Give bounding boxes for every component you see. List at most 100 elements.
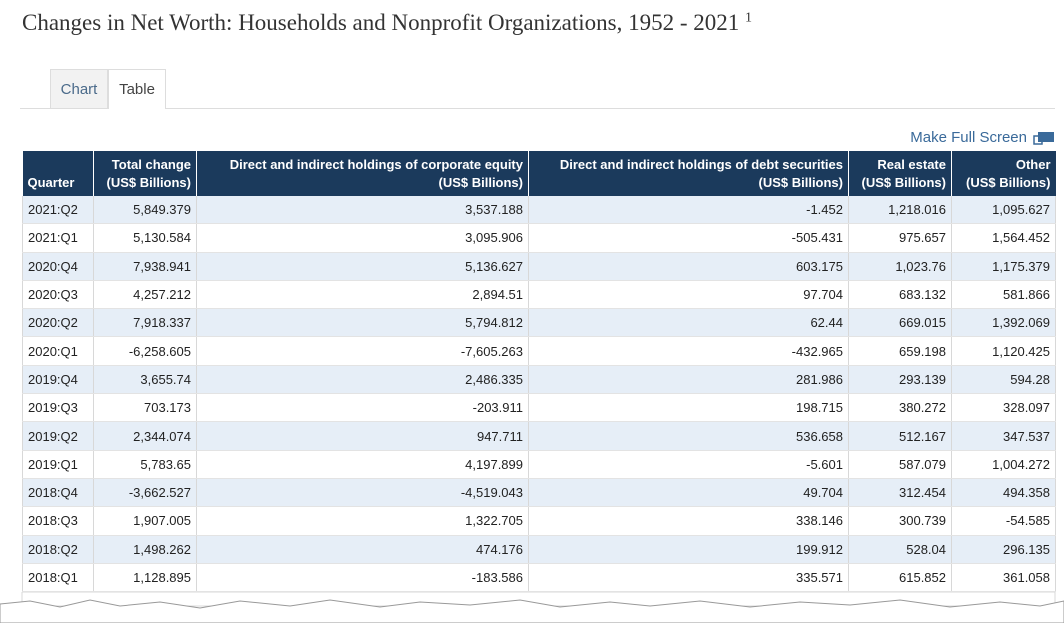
table-cell: 2,486.335 [196, 365, 529, 395]
table-cell: -6,258.605 [93, 336, 197, 366]
table-cell: 2018:Q1 [22, 563, 94, 593]
column-unit: (US$ Billions) [965, 175, 1051, 190]
table-cell: 3,095.906 [196, 223, 529, 253]
table-cell: 2020:Q3 [22, 280, 94, 310]
table-cell: 1,392.069 [951, 308, 1056, 338]
table-cell: 62.44 [528, 308, 849, 338]
table-cell: 1,907.005 [93, 506, 197, 536]
column-label: Total change [111, 157, 191, 172]
column-unit: (US$ Billions) [438, 175, 523, 190]
table-cell: 338.146 [528, 506, 849, 536]
table-cell: 1,175.379 [951, 252, 1056, 281]
column-header: Total change (US$ Billions) [93, 151, 197, 196]
full-screen-text[interactable]: Make Full Screen [910, 129, 1027, 146]
table-cell: 199.912 [528, 535, 849, 564]
table-row: 2018:Q3 1,907.005 1,322.705 338.146 300.739-… [22, 506, 1056, 536]
table-row: 2019:Q2 2,344.074 947.711 536.658 512.167 347… [22, 421, 1056, 451]
title-text: Changes in Net Worth: Households and Non… [22, 10, 740, 35]
table-row: 2020:Q3 4,257.212 2,894.51 97.704 683.132 581… [22, 280, 1056, 310]
table-cell: -1.452 [528, 196, 849, 225]
table-cell: 1,564.452 [951, 223, 1056, 253]
column-label: Direct and indirect holdings of debt sec… [559, 157, 843, 172]
table-cell: 2021:Q2 [22, 196, 94, 225]
full-screen-icon[interactable] [1033, 131, 1055, 145]
table-cell: 2019:Q4 [22, 365, 94, 395]
column-label: Direct and indirect holdings of corporat… [229, 157, 523, 172]
table-cell: 1,004.272 [951, 450, 1056, 479]
table-cell: 4,257.212 [93, 280, 197, 310]
table-cell: 281.986 [528, 365, 849, 395]
column-label: Other [1015, 157, 1051, 172]
table-cell: -203.911 [196, 393, 529, 423]
table-cell: 3,655.74 [93, 365, 197, 395]
table-row: 2019:Q3 703.173 -203.911 198.715 380.272 328.… [22, 393, 1056, 423]
table-cell: 615.852 [848, 563, 952, 593]
table-cell: -505.431 [528, 223, 849, 253]
table-cell: 1,218.016 [848, 196, 952, 225]
table-cell: 1,128.895 [93, 563, 197, 593]
table-cell: 1,498.262 [93, 535, 197, 564]
table-row: 2019:Q4 3,655.74 2,486.335 281.986 293.139 59… [22, 365, 1056, 395]
table-row: 2021:Q2 5,849.379 3,537.188 -1.452 1,218.016… [22, 196, 1056, 225]
table-cell: 4,197.899 [196, 450, 529, 479]
full-screen-link[interactable]: Make Full Screen [910, 129, 1055, 146]
table-cell: 703.173 [93, 393, 197, 423]
table-cell: 947.711 [196, 421, 529, 451]
table-cell: 3,537.188 [196, 196, 529, 225]
table-cell: 2018:Q4 [22, 478, 94, 508]
table-cell: 474.176 [196, 535, 529, 564]
column-header: Direct and indirect holdings of corporat… [196, 151, 529, 196]
table-cell: 528.04 [848, 535, 952, 564]
data-table: Quarter Total change (US$ Billions) Direct … [22, 151, 1056, 593]
table-cell: 300.739 [848, 506, 952, 536]
chart-tab[interactable]: Chart [50, 69, 108, 108]
table-cell: -432.965 [528, 336, 849, 366]
table-cell: 2019:Q3 [22, 393, 94, 423]
table-cell: 2019:Q2 [22, 421, 94, 451]
table-row: 2018:Q2 1,498.262 474.176 199.912 528.04 296.… [22, 535, 1056, 564]
table-cell: -7,605.263 [196, 336, 529, 366]
table-cell: 347.537 [951, 421, 1056, 451]
table-cell: 335.571 [528, 563, 849, 593]
table-cell: -183.586 [196, 563, 529, 593]
table-cell: 361.058 [951, 563, 1056, 593]
table-cell: 594.28 [951, 365, 1056, 395]
table-cell: 328.097 [951, 393, 1056, 423]
column-unit: (US$ Billions) [758, 175, 843, 190]
table-row: 2021:Q1 5,130.584 3,095.906 -505.431 975.657… [22, 223, 1056, 253]
table-tab[interactable]: Table [108, 69, 166, 109]
table-cell: 494.358 [951, 478, 1056, 508]
table-cell: 380.272 [848, 393, 952, 423]
table-cell: 587.079 [848, 450, 952, 479]
table-cell: -54.585 [951, 506, 1056, 536]
table-cell: 1,120.425 [951, 336, 1056, 366]
column-header: Quarter [22, 151, 94, 196]
table-row: 2018:Q4 -3,662.527 -4,519.043 49.704 312.454… [22, 478, 1056, 508]
table-row: 2020:Q2 7,918.337 5,794.812 62.44 669.015 1,3… [22, 308, 1056, 338]
table-cell: -5.601 [528, 450, 849, 479]
column-header: Other (US$ Billions) [951, 151, 1056, 196]
table-row: 2019:Q1 5,783.65 4,197.899 -5.601 587.079 1,0… [22, 450, 1056, 479]
column-header: Real estate (US$ Billions) [848, 151, 952, 196]
table-cell: 2018:Q2 [22, 535, 94, 564]
table-body: 2021:Q2 5,849.379 3,537.188 -1.452 1,218.016… [22, 196, 1056, 593]
table-cell: 2018:Q3 [22, 506, 94, 536]
table-cell: 603.175 [528, 252, 849, 281]
table-cell: 312.454 [848, 478, 952, 508]
table-cell: 1,023.76 [848, 252, 952, 281]
table-cell: 581.866 [951, 280, 1056, 310]
column-label: Quarter [27, 175, 75, 190]
table-cell: -3,662.527 [93, 478, 197, 508]
table-cell: 512.167 [848, 421, 952, 451]
column-header: Direct and indirect holdings of debt sec… [528, 151, 849, 196]
table-cell: 2020:Q2 [22, 308, 94, 338]
column-unit: (US$ Billions) [106, 175, 191, 190]
title-note: 1 [744, 10, 752, 26]
table-cell: 293.139 [848, 365, 952, 395]
table-cell: 975.657 [848, 223, 952, 253]
table-cell: 2,344.074 [93, 421, 197, 451]
table-cell: 5,783.65 [93, 450, 197, 479]
table-cell: 2,894.51 [196, 280, 529, 310]
table-cell: 198.715 [528, 393, 849, 423]
